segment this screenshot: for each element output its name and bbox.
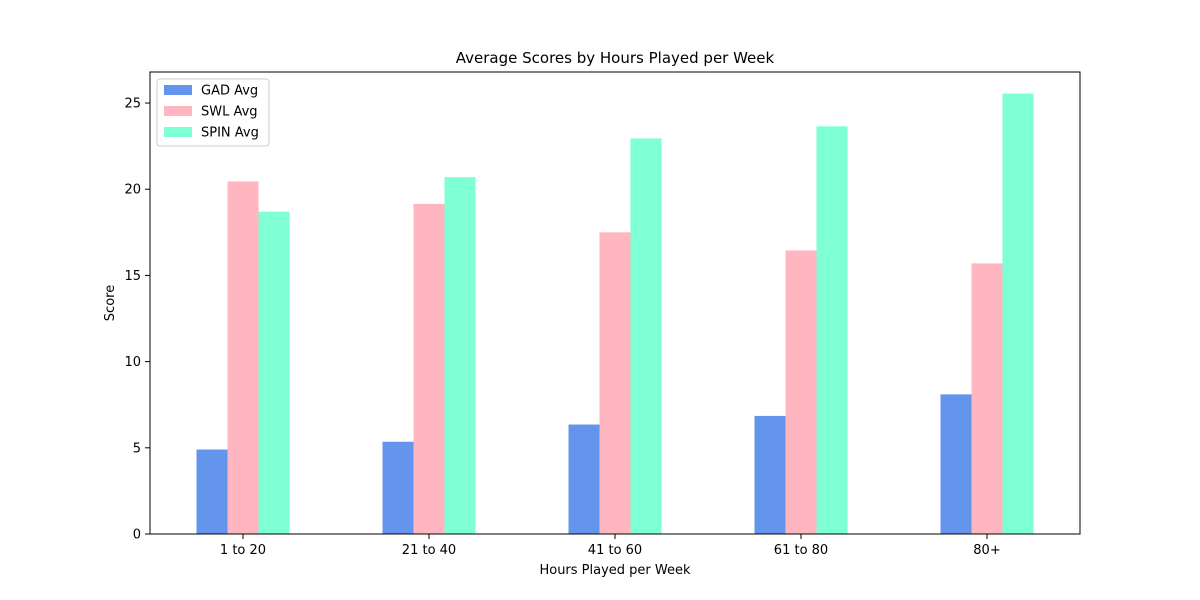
y-tick-label: 15 [124,269,141,284]
x-tick-label: 41 to 60 [588,543,642,558]
bar-swl-avg-3 [785,250,817,535]
bar-gad-avg-1 [382,441,414,534]
x-tick-label: 61 to 80 [774,543,828,558]
y-tick-label: 20 [124,183,141,198]
bar-gad-avg-3 [754,415,786,534]
plot-area-frame [149,71,1081,535]
legend-swatch [164,85,192,95]
x-axis-ticks: 1 to 20 21 to 40 41 to 60 61 to 80 80+ [220,534,1001,558]
x-axis-title: Hours Played per Week [539,563,691,578]
bar-gad-avg-0 [196,449,228,534]
legend: GAD Avg SWL Avg SPIN Avg [156,78,270,147]
bar-swl-avg-1 [413,203,445,534]
legend-swatch [164,106,192,116]
bar-spin-avg-4 [1002,93,1034,534]
y-tick-label: 5 [133,441,141,456]
y-tick-label: 0 [133,528,141,543]
bar-gad-avg-2 [568,424,600,534]
chart-title: Average Scores by Hours Played per Week [456,49,775,67]
bar-gad-avg-4 [940,394,972,534]
bar-swl-avg-4 [971,263,1003,534]
y-tick-label: 25 [124,97,141,112]
x-tick-label: 80+ [973,543,1000,558]
y-tick-label: 10 [124,355,141,370]
legend-label: SPIN Avg [201,126,259,141]
bar-spin-avg-1 [444,177,476,534]
x-tick-label: 21 to 40 [402,543,456,558]
legend-label: GAD Avg [201,84,258,99]
y-axis-title: Score [103,285,118,321]
bars-layer [196,93,1034,535]
bar-spin-avg-3 [816,126,848,534]
legend-swatch [164,127,192,137]
bar-swl-avg-2 [599,232,631,534]
legend-label: SWL Avg [201,105,258,120]
bar-spin-avg-0 [258,211,290,534]
bar-swl-avg-0 [227,181,259,534]
y-axis-ticks: 0 5 10 15 20 25 [124,97,150,543]
bar-spin-avg-2 [630,138,662,535]
x-tick-label: 1 to 20 [220,543,266,558]
